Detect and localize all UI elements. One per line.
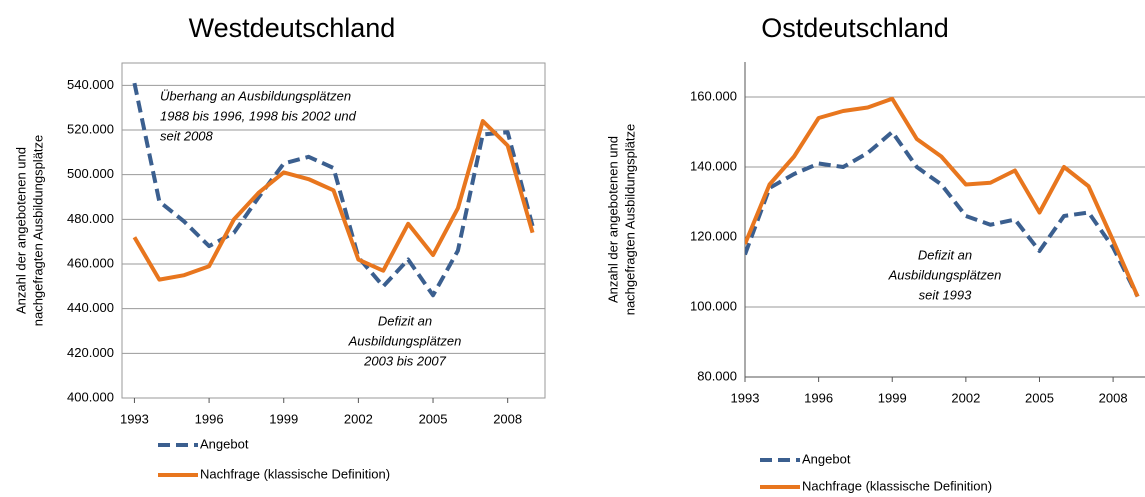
legend-label: Nachfrage (klassische Definition)	[200, 466, 390, 481]
data-line	[745, 96, 1140, 298]
chart-title: Ostdeutschland	[761, 13, 949, 43]
x-tick-label: 2002	[344, 411, 373, 426]
x-tick-label: 2008	[493, 411, 522, 426]
annotation: 1988 bis 1996, 1998 bis 2002 und	[160, 108, 357, 123]
x-tick-label: 2002	[951, 390, 980, 405]
x-tick-label: 1996	[195, 411, 224, 426]
annotation: Defizit an	[378, 313, 432, 328]
annotation: Ausbildungsplätzen	[348, 333, 462, 348]
data-line	[745, 130, 1140, 298]
y-tick-label: 420.000	[67, 345, 114, 360]
y-tick-label: 140.000	[690, 158, 737, 173]
y-tick-label: 120.000	[690, 228, 737, 243]
annotation: Überhang an Ausbildungsplätzen	[160, 88, 351, 103]
x-tick-label: 2005	[1025, 390, 1054, 405]
annotation: seit 1993	[919, 287, 973, 302]
x-tick-label: 1993	[120, 411, 149, 426]
x-tick-label: 1993	[731, 390, 760, 405]
y-tick-label: 540.000	[67, 77, 114, 92]
y-tick-label: 440.000	[67, 300, 114, 315]
plot-border	[121, 62, 546, 399]
y-tick-label: 80.000	[697, 368, 737, 383]
annotation: Ausbildungsplätzen	[888, 267, 1002, 282]
y-tick-label: 400.000	[67, 389, 114, 404]
y-axis-label: nachgefragten Ausbildungsplätze	[30, 135, 45, 327]
y-tick-label: 160.000	[690, 88, 737, 103]
y-axis-label: Anzahl der angebotenen und	[605, 136, 620, 303]
x-tick-label: 2005	[419, 411, 448, 426]
y-axis-label: nachgefragten Ausbildungsplätze	[622, 124, 637, 316]
legend-label: Angebot	[802, 451, 851, 466]
data-line	[132, 119, 535, 282]
y-tick-label: 500.000	[67, 166, 114, 181]
x-tick-label: 1996	[804, 390, 833, 405]
x-tick-label: 2008	[1099, 390, 1128, 405]
y-tick-label: 100.000	[690, 298, 737, 313]
annotation: Defizit an	[918, 247, 972, 262]
x-tick-label: 1999	[269, 411, 298, 426]
y-axis-label: Anzahl der angebotenen und	[13, 147, 28, 314]
y-tick-label: 460.000	[67, 255, 114, 270]
annotation: seit 2008	[160, 128, 214, 143]
chart-title: Westdeutschland	[189, 13, 396, 43]
legend-label: Angebot	[200, 436, 249, 451]
y-tick-label: 480.000	[67, 211, 114, 226]
x-tick-label: 1999	[878, 390, 907, 405]
annotation: 2003 bis 2007	[363, 353, 446, 368]
legend-label: Nachfrage (klassische Definition)	[802, 478, 992, 493]
y-tick-label: 520.000	[67, 121, 114, 136]
data-line	[132, 82, 535, 298]
